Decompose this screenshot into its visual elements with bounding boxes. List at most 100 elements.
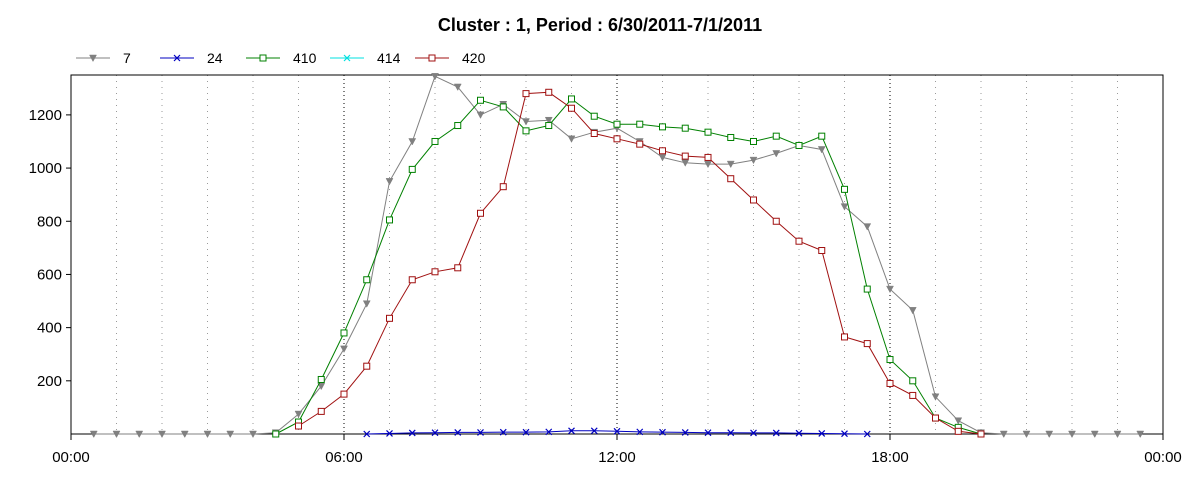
data-point <box>704 128 712 136</box>
data-point <box>317 407 325 415</box>
data-point <box>954 417 963 425</box>
data-point <box>386 430 393 437</box>
data-point <box>89 54 97 63</box>
data-point <box>431 137 439 145</box>
data-point <box>522 428 530 436</box>
data-point <box>343 54 351 62</box>
data-point <box>841 333 848 341</box>
data-point <box>863 430 871 438</box>
data-point <box>499 428 507 436</box>
legend-label: 420 <box>462 50 486 66</box>
legend-label: 24 <box>207 50 223 66</box>
y-axis-ticks: 200 400 600 800 1000 1200 <box>29 107 71 390</box>
data-point <box>772 429 780 437</box>
data-point <box>795 141 803 149</box>
data-point <box>568 104 575 112</box>
data-point <box>772 150 781 158</box>
legend-label: 414 <box>377 50 401 66</box>
data-point <box>1045 430 1054 439</box>
data-point <box>590 130 598 138</box>
y-tick-label: 1000 <box>29 160 62 177</box>
data-point <box>1022 430 1031 439</box>
data-point <box>659 123 666 131</box>
data-point <box>727 133 735 141</box>
data-point <box>613 135 621 143</box>
legend-item-414: 414 <box>330 50 401 66</box>
data-point <box>249 430 257 439</box>
data-point <box>173 54 181 62</box>
data-point <box>499 183 507 191</box>
data-point <box>408 165 416 173</box>
data-point <box>659 147 666 155</box>
x-axis-ticks: 00:00 06:00 12:00 18:00 00:00 <box>52 434 1182 466</box>
data-point <box>545 122 553 130</box>
data-point <box>385 178 394 186</box>
chart-title: Cluster : 1, Period : 6/30/2011-7/1/2011 <box>438 15 762 35</box>
y-tick-label: 200 <box>37 373 62 390</box>
legend-item-410: 410 <box>246 50 317 66</box>
data-point <box>590 427 598 435</box>
data-point <box>727 175 735 183</box>
data-point <box>886 379 894 387</box>
data-point <box>317 382 326 391</box>
data-point <box>932 414 939 422</box>
data-point <box>840 203 849 211</box>
data-point <box>659 428 666 436</box>
series-410 <box>272 95 985 438</box>
data-point <box>727 429 735 437</box>
data-point <box>135 430 144 439</box>
data-point <box>726 160 735 169</box>
data-point <box>226 430 235 439</box>
data-point <box>863 340 871 348</box>
data-point <box>431 268 439 276</box>
data-point <box>295 422 302 430</box>
data-point <box>340 329 348 337</box>
y-tick-label: 600 <box>37 266 62 283</box>
legend-label: 410 <box>293 50 317 66</box>
data-point <box>408 138 417 146</box>
data-point <box>908 307 917 315</box>
data-point <box>863 223 872 231</box>
data-point <box>112 430 121 439</box>
y-tick-label: 400 <box>37 320 62 337</box>
data-point <box>704 160 712 169</box>
data-point <box>818 247 826 255</box>
series-420 <box>295 88 985 438</box>
data-point <box>294 410 303 419</box>
y-tick-label: 1200 <box>29 107 62 124</box>
data-point <box>545 428 553 436</box>
data-point <box>658 154 667 162</box>
data-point <box>340 345 348 353</box>
series-24 <box>363 427 871 438</box>
data-point <box>681 428 689 436</box>
data-point <box>477 96 484 104</box>
data-point <box>386 216 393 224</box>
data-point <box>340 390 348 398</box>
data-point <box>180 430 189 439</box>
data-point <box>613 120 621 128</box>
data-point <box>454 122 462 130</box>
data-point <box>818 430 826 437</box>
legend-label: 7 <box>123 50 131 66</box>
data-point <box>272 430 280 438</box>
data-point <box>568 427 575 435</box>
data-point <box>590 112 598 120</box>
data-point <box>158 430 166 439</box>
legend-item-24: 24 <box>160 50 223 66</box>
data-point <box>522 90 530 98</box>
x-tick-label: 18:00 <box>871 449 909 466</box>
data-point <box>795 237 803 245</box>
series-line <box>275 98 982 435</box>
data-point <box>363 362 371 370</box>
data-point <box>477 428 484 436</box>
legend: 7 24 410 414 420 <box>76 50 486 66</box>
data-point <box>1113 430 1122 439</box>
data-point <box>428 54 436 62</box>
data-point <box>749 156 758 165</box>
x-tick-label: 00:00 <box>1144 449 1182 466</box>
data-point <box>750 429 757 437</box>
data-point <box>681 124 689 132</box>
data-point <box>203 430 212 439</box>
data-point <box>886 285 894 294</box>
